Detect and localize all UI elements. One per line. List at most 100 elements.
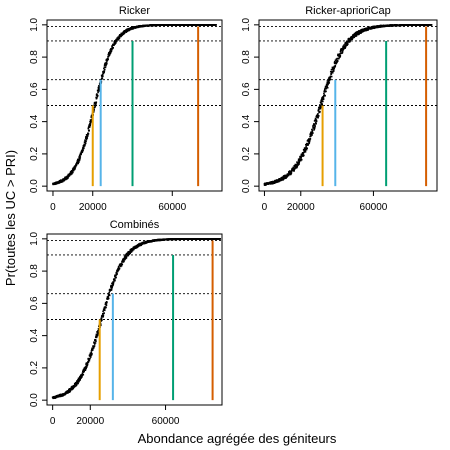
data-point [87,127,90,130]
data-point [74,383,77,385]
data-point [96,94,99,97]
data-point [79,377,81,380]
data-point [289,170,291,172]
data-point [101,319,103,322]
data-point [72,171,74,174]
data-point [97,328,100,330]
data-point [124,255,126,258]
data-point [346,43,349,46]
data-point [123,32,126,35]
data-point [107,57,109,60]
data-point [79,156,82,158]
data-point [303,150,306,152]
data-point [320,106,322,109]
data-point [309,138,312,140]
data-point [128,253,130,255]
data-point [290,170,293,173]
data-point [324,94,326,97]
data-point [325,83,328,86]
data-point [301,153,303,155]
data-point [84,139,86,141]
data-point [297,158,300,161]
data-point [102,72,105,75]
data-point [112,283,115,285]
data-point [324,88,326,90]
data-point [331,66,334,69]
data-point [107,58,109,61]
data-point [307,144,309,146]
data-point [74,167,76,170]
data-point [78,377,80,380]
data-point [98,89,101,91]
data-point [84,142,87,144]
data-point [103,68,106,71]
data-point [348,37,350,40]
data-point [90,351,93,354]
data-point [335,58,338,61]
data-point [98,90,100,92]
data-point [89,124,92,127]
data-point [84,137,87,140]
data-point [89,356,92,358]
data-point [67,177,69,179]
data-point [113,41,116,44]
data-point [379,26,382,28]
x-tick-label: 0 [50,416,56,427]
data-point [344,47,346,49]
y-tick-label: 0.0 [29,179,40,193]
data-point [115,271,118,274]
data-point [68,388,71,390]
y-tick-label: 0.8 [29,264,40,278]
data-point [314,124,316,127]
data-point [292,166,294,169]
data-point [307,140,310,143]
data-point [328,79,331,82]
data-point [96,334,99,336]
data-point [98,85,101,87]
data-point [97,86,100,89]
data-point [308,139,310,142]
data-point [94,104,97,107]
y-tick-label: 0.2 [29,147,40,161]
data-point [103,70,106,73]
data-point [300,157,303,159]
data-point [134,247,137,249]
data-point [330,73,333,75]
y-tick-label: 0.2 [241,147,252,161]
data-point [349,37,351,40]
data-point [305,148,308,151]
data-point [111,45,113,47]
data-point [364,29,366,32]
data-point [111,48,113,51]
data-point [314,117,317,120]
data-point [81,150,84,153]
data-point [107,297,110,300]
data-point [116,273,118,275]
y-tick-label: 0.4 [241,114,252,128]
data-point [343,44,345,46]
data-point [333,67,336,70]
data-point [90,349,93,352]
data-point [82,373,85,376]
data-point [306,142,308,145]
data-point [103,64,106,67]
data-point [299,158,301,161]
data-point [320,100,323,103]
data-point [125,255,128,258]
data-point [299,159,302,162]
data-point [95,101,98,104]
data-point [101,73,104,76]
data-point [95,102,97,104]
data-point [73,385,76,388]
data-point [336,61,338,64]
data-point [340,52,342,55]
data-point [334,65,336,68]
data-point [125,257,128,259]
data-point [326,81,329,84]
data-point [349,38,352,41]
data-point [345,44,347,47]
data-point [294,163,297,166]
data-point [308,140,311,143]
